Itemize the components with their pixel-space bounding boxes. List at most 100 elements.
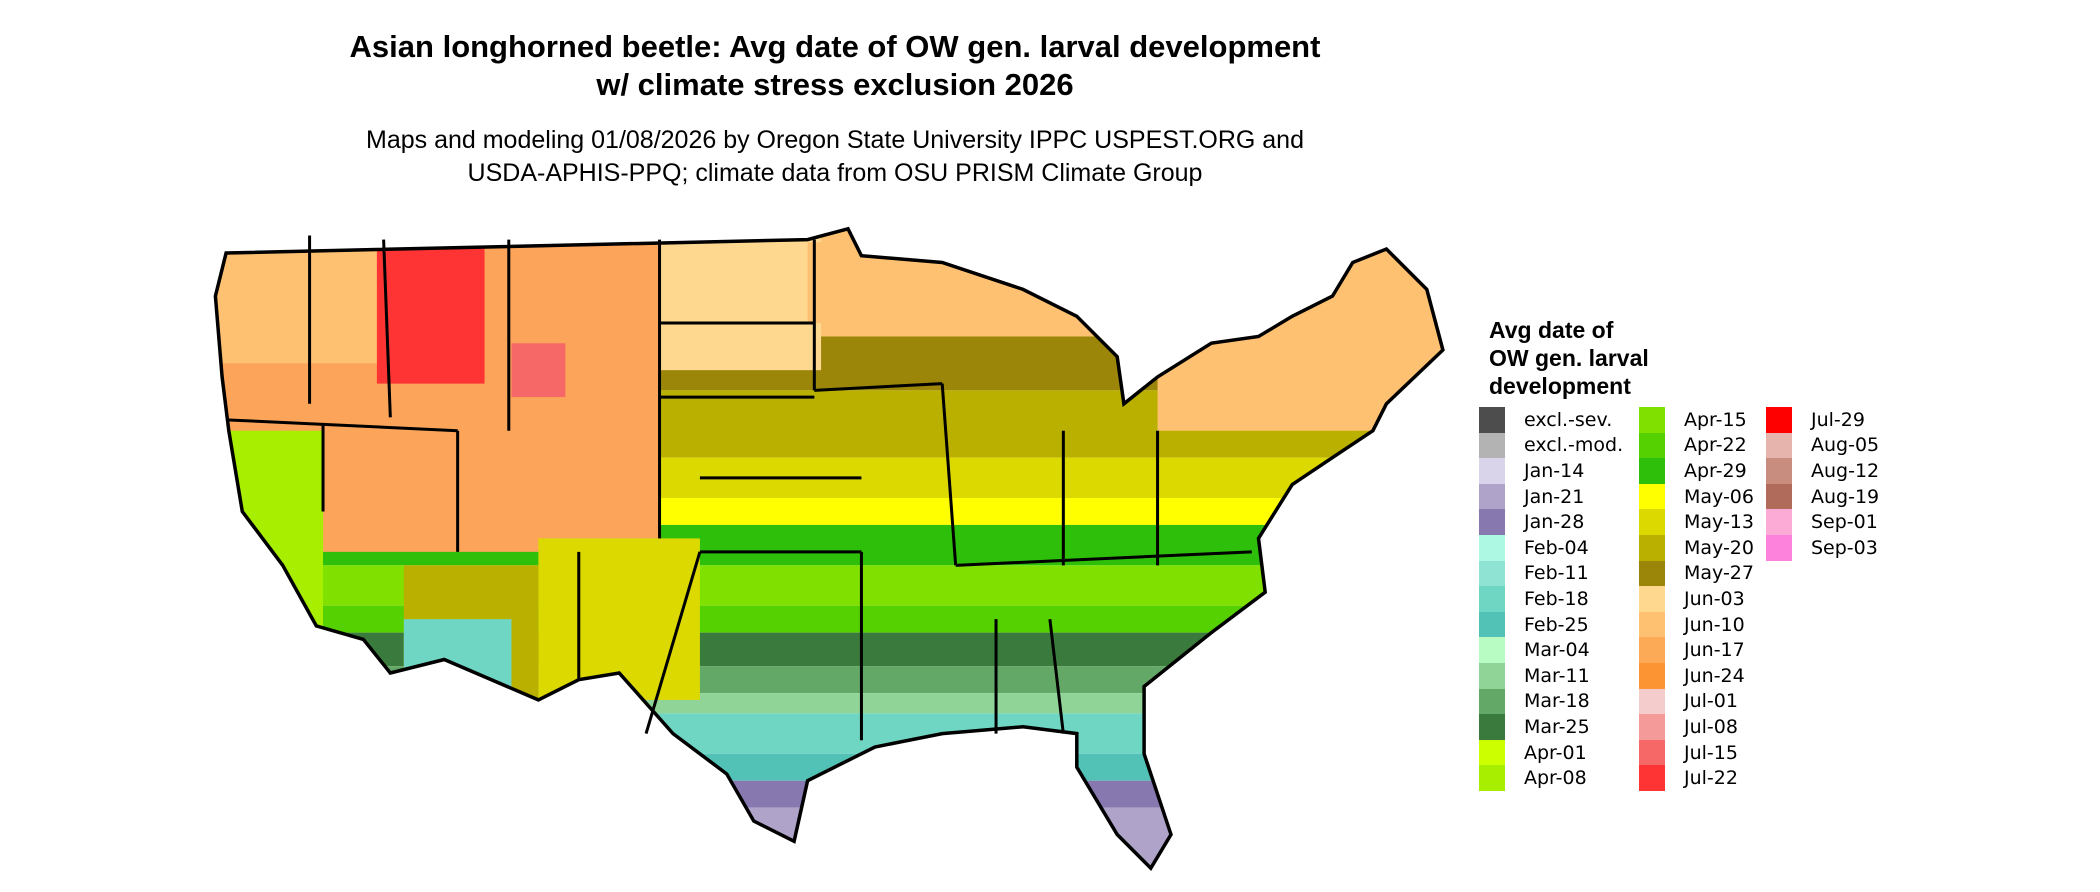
legend-item: Feb-04 <box>1479 534 1623 561</box>
legend-item: Feb-11 <box>1479 560 1623 587</box>
map-band <box>215 632 1443 667</box>
map-band-west <box>403 619 512 687</box>
legend-title-line-3: development <box>1489 373 1631 399</box>
legend-label: excl.-sev. <box>1524 408 1613 431</box>
legend-item: Apr-08 <box>1479 765 1623 791</box>
legend-item: Sep-01 <box>1766 509 1879 535</box>
map-subtitle-line-2: USDA-APHIS-PPQ; climate data from OSU PR… <box>467 159 1203 187</box>
legend-swatch <box>1639 586 1665 612</box>
legend-label: Jul-29 <box>1811 408 1865 431</box>
legend-item: Apr-29 <box>1639 458 1754 484</box>
legend-swatch <box>1766 483 1792 510</box>
legend-label: Jun-10 <box>1684 613 1745 636</box>
map-band-north <box>659 235 822 371</box>
legend-label: May-20 <box>1684 536 1754 559</box>
legend-swatch <box>1639 534 1665 561</box>
legend-swatch <box>1639 483 1665 510</box>
legend-item: Apr-15 <box>1639 407 1754 433</box>
legend-label: Apr-29 <box>1684 459 1747 482</box>
legend-item: Aug-05 <box>1766 432 1880 459</box>
legend-swatch <box>1766 407 1792 433</box>
legend-label: Feb-04 <box>1524 536 1589 559</box>
legend-label: Jul-22 <box>1684 767 1738 790</box>
legend-swatch <box>1479 662 1505 689</box>
legend-item: excl.-mod. <box>1479 432 1624 459</box>
legend-label: excl.-mod. <box>1524 434 1624 457</box>
legend-label: Aug-05 <box>1811 434 1880 457</box>
legend-label: Jun-17 <box>1684 639 1745 662</box>
legend-title-line-2: OW gen. larval <box>1489 345 1649 371</box>
map-band <box>215 807 1443 869</box>
legend-swatch <box>1639 560 1665 587</box>
legend-swatch <box>1639 688 1665 715</box>
map-band-north <box>807 242 1131 324</box>
legend-item: Jul-15 <box>1639 739 1754 766</box>
legend-label: Jun-03 <box>1684 587 1745 610</box>
legend-column: excl.-sev. excl.-mod. Jan-14 Jan-21 Jan-28 Fe… <box>1479 407 1623 791</box>
legend: Avg date of OW gen. larval development e… <box>1479 316 1879 791</box>
state-borders <box>228 235 1252 741</box>
map-title-line-2: w/ climate stress exclusion 2026 <box>596 67 1074 102</box>
legend-swatch <box>1639 662 1665 689</box>
legend-swatch <box>1479 560 1505 587</box>
state-border <box>940 383 958 566</box>
legend-label: Mar-04 <box>1524 639 1590 662</box>
legend-item: Feb-18 <box>1479 586 1623 612</box>
legend-swatch <box>1479 688 1505 715</box>
legend-item: Apr-01 <box>1479 739 1623 766</box>
legend-swatch <box>1479 483 1505 510</box>
legend-label: Apr-15 <box>1684 408 1747 431</box>
legend-swatch <box>1479 586 1505 612</box>
legend-label: Aug-19 <box>1811 485 1880 508</box>
legend-label: Feb-11 <box>1524 562 1589 585</box>
state-border <box>814 382 943 392</box>
legend-label: May-13 <box>1684 511 1754 534</box>
map-title-line-1: Asian longhorned beetle: Avg date of OW … <box>349 29 1321 64</box>
legend-item: May-13 <box>1639 509 1754 535</box>
state-border <box>955 550 1252 567</box>
legend-item: Jul-22 <box>1639 765 1754 791</box>
legend-swatch <box>1639 739 1665 766</box>
legend-label: Apr-01 <box>1524 741 1587 764</box>
legend-label: May-06 <box>1684 485 1754 508</box>
legend-label: Jan-28 <box>1524 511 1585 534</box>
legend-swatch <box>1479 407 1505 433</box>
legend-label: Aug-12 <box>1811 459 1880 482</box>
legend-swatch <box>1479 458 1505 484</box>
legend-label: Sep-01 <box>1811 511 1878 534</box>
map-band <box>215 565 1443 606</box>
legend-swatch <box>1639 509 1665 535</box>
legend-item: Jul-01 <box>1639 688 1754 715</box>
legend-swatch <box>1479 714 1505 740</box>
legend-item: Jan-21 <box>1479 483 1623 510</box>
legend-label: May-27 <box>1684 562 1754 585</box>
map-band-west <box>215 430 324 673</box>
legend-item: Mar-25 <box>1479 714 1623 740</box>
map-band-west <box>511 343 566 398</box>
legend-item: May-06 <box>1639 483 1754 510</box>
legend-label: Jul-08 <box>1684 715 1738 738</box>
legend-label: Apr-08 <box>1524 767 1587 790</box>
legend-item: Jan-14 <box>1479 458 1623 484</box>
map-subtitle-line-1: Maps and modeling 01/08/2026 by Oregon S… <box>366 126 1304 154</box>
legend-swatch <box>1479 534 1505 561</box>
legend-item: May-27 <box>1639 560 1754 587</box>
legend-label: Sep-03 <box>1811 536 1878 559</box>
legend-item: Sep-03 <box>1766 534 1879 561</box>
legend-label: Feb-18 <box>1524 587 1589 610</box>
legend-item: Jun-03 <box>1639 586 1754 612</box>
legend-item: Mar-11 <box>1479 662 1623 689</box>
map-band <box>215 666 1443 694</box>
legend-swatch <box>1766 509 1792 535</box>
legend-label: Jan-14 <box>1524 459 1585 482</box>
legend-label: Jul-15 <box>1684 741 1738 764</box>
legend-swatch <box>1766 458 1792 484</box>
legend-swatch <box>1479 739 1505 766</box>
legend-item: Aug-19 <box>1766 483 1880 510</box>
legend-column: Jul-29 Aug-05 Aug-12 Aug-19 Sep-01 Sep-03 <box>1766 407 1879 561</box>
legend-item: excl.-sev. <box>1479 407 1623 433</box>
legend-swatch <box>1766 534 1792 561</box>
legend-item: Jun-10 <box>1639 611 1754 638</box>
legend-swatch <box>1639 637 1665 663</box>
us-outline <box>213 226 1445 872</box>
